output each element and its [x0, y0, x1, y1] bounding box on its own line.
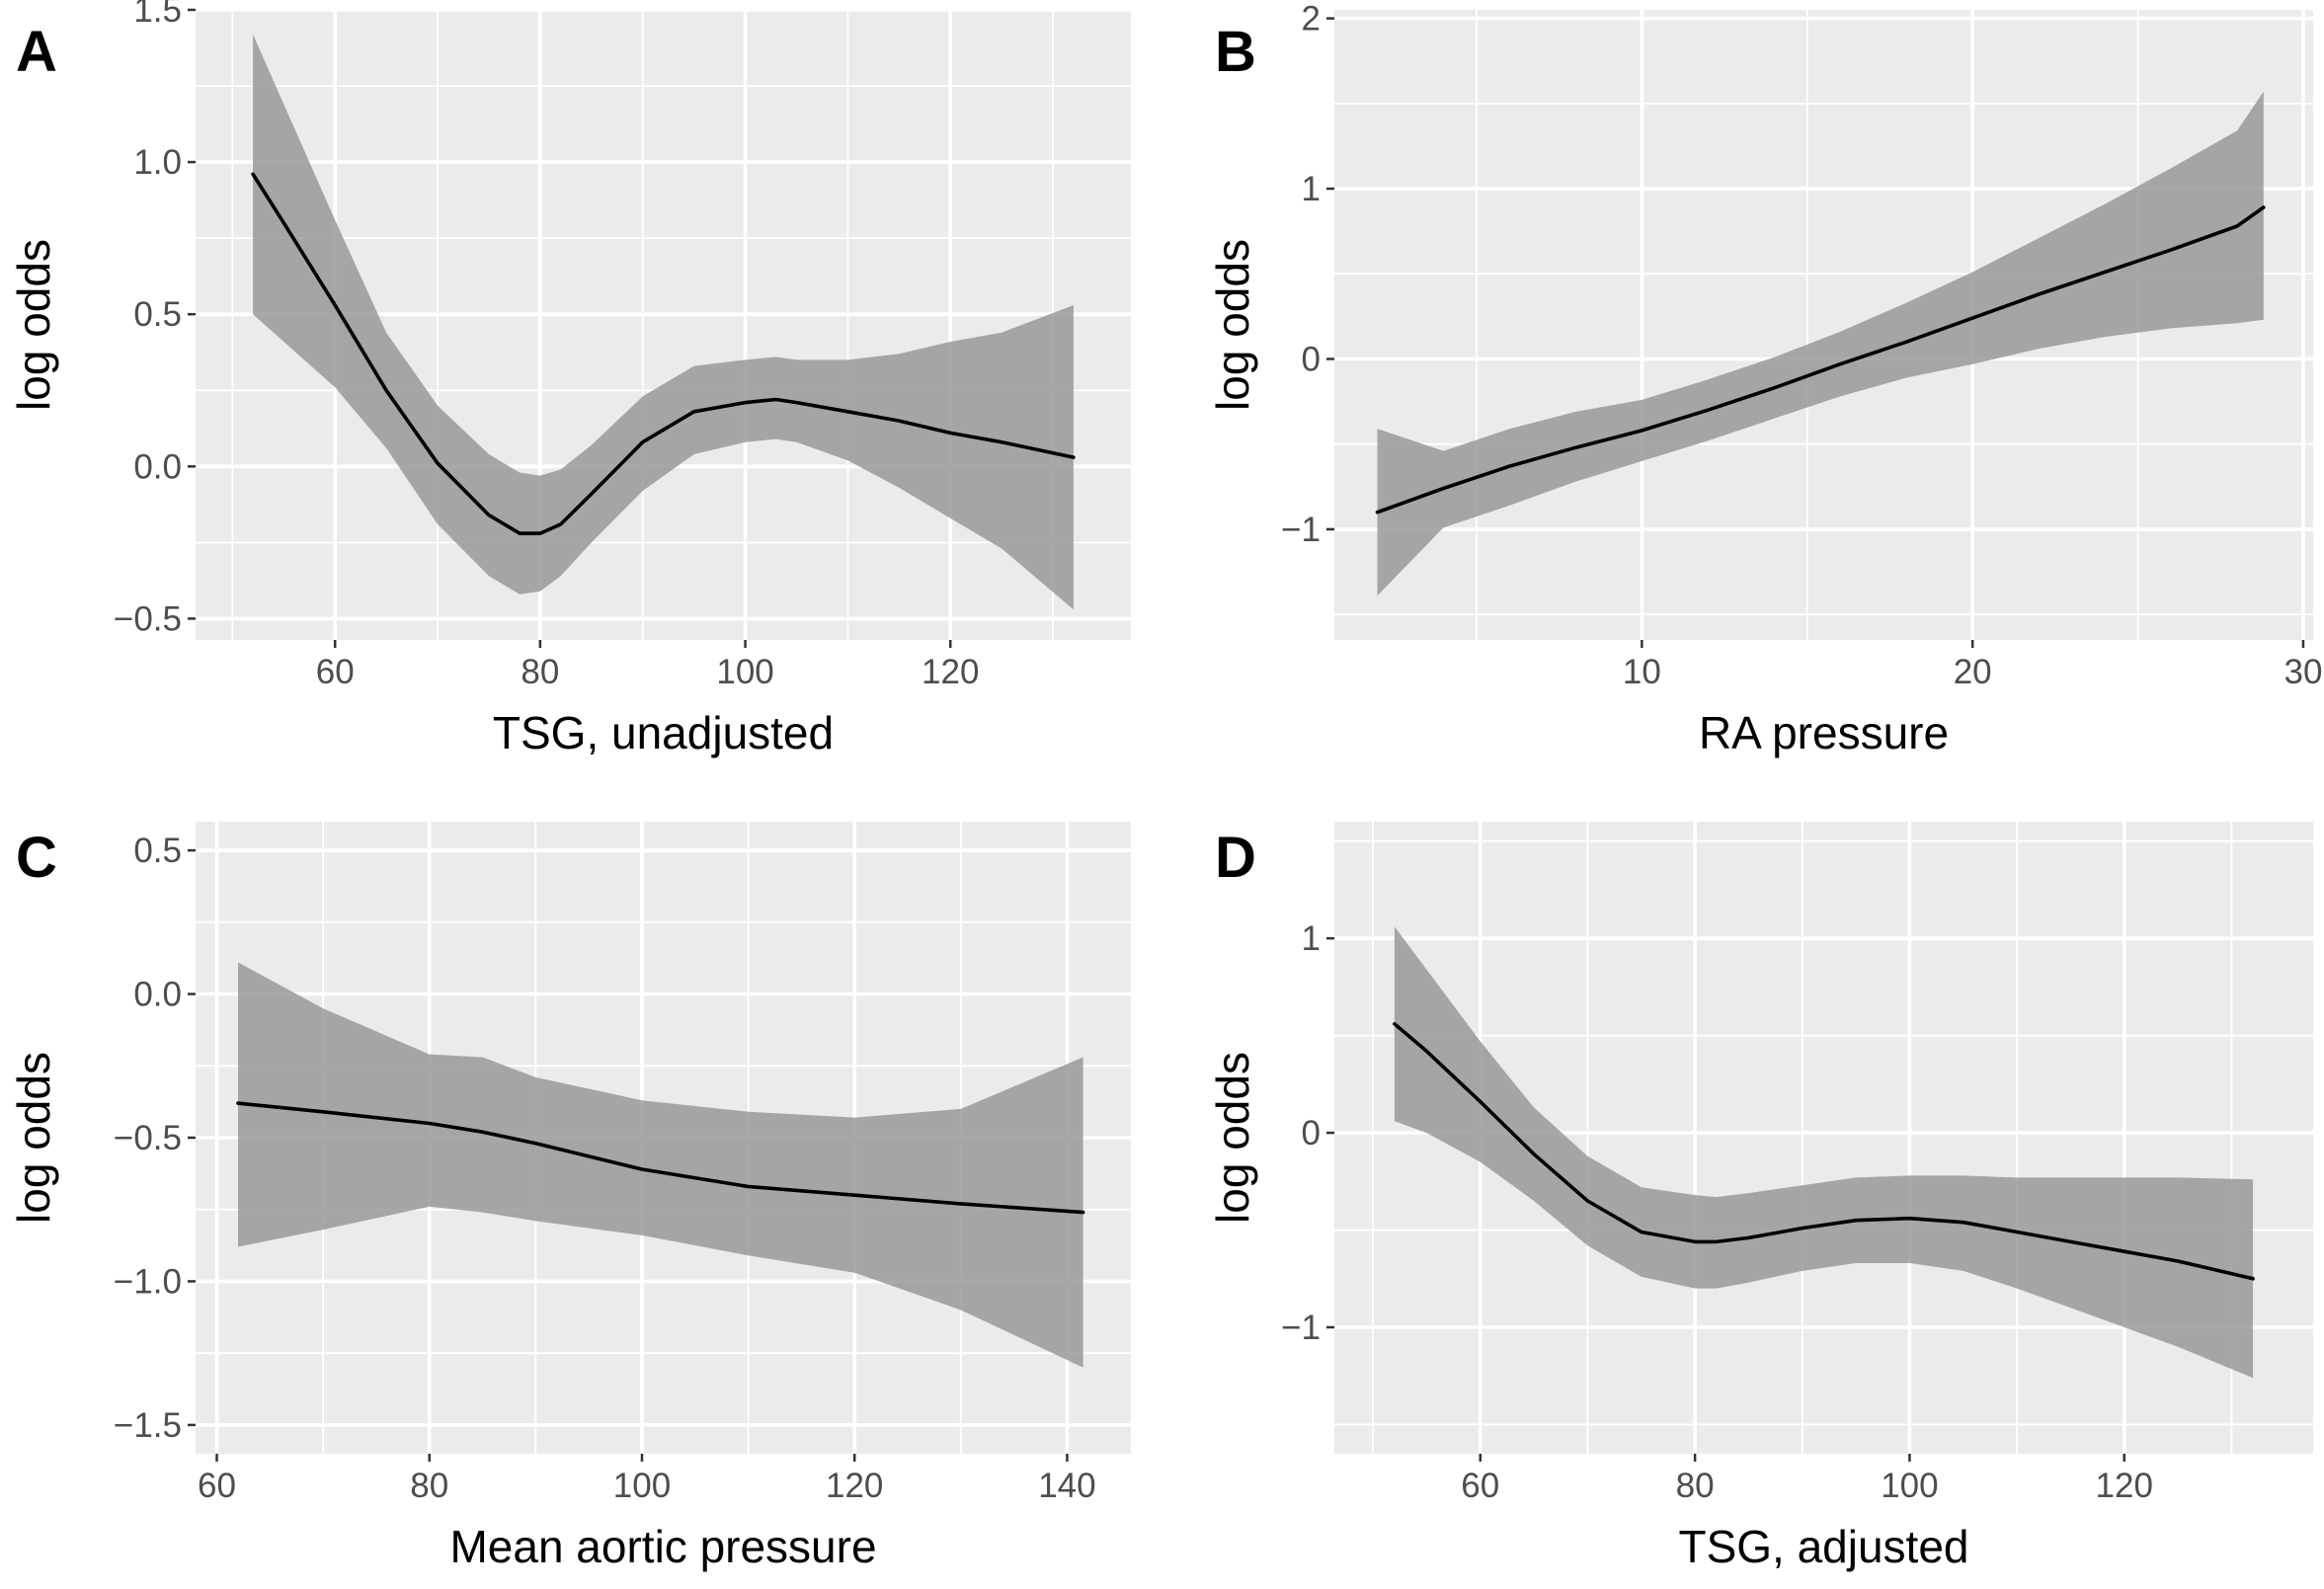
x-tick-label: 60	[1461, 1467, 1499, 1505]
x-tick-label: 60	[316, 653, 355, 691]
x-tick-label: 80	[410, 1467, 448, 1505]
confidence-band	[1394, 926, 2254, 1379]
y-axis-title: log odds	[1207, 1052, 1258, 1224]
x-tick-label: 10	[1623, 653, 1661, 691]
x-tick-label: 30	[2284, 653, 2322, 691]
y-axis-title: log odds	[8, 1052, 59, 1224]
y-tick-label: −1	[1281, 1309, 1321, 1347]
x-tick-label: 80	[521, 653, 559, 691]
x-axis-title: TSG, unadjusted	[493, 707, 834, 758]
y-tick-label: 1	[1302, 919, 1321, 958]
y-tick-label: 1	[1302, 170, 1321, 208]
x-tick-label: 100	[613, 1467, 671, 1505]
y-tick-label: 1.5	[133, 0, 182, 30]
x-axis-title: TSG, adjusted	[1678, 1521, 1968, 1572]
panel-label: C	[16, 826, 57, 890]
y-tick-label: 0.0	[133, 447, 182, 486]
y-tick-label: 0	[1302, 340, 1321, 378]
y-tick-label: −0.5	[114, 599, 182, 638]
x-tick-label: 60	[198, 1467, 236, 1505]
x-tick-label: 140	[1038, 1467, 1095, 1505]
x-tick-label: 120	[922, 653, 979, 691]
x-tick-label: 120	[826, 1467, 883, 1505]
y-tick-label: 0.5	[133, 832, 182, 870]
chart-panel-b: −1 0 1 2 10 20 30 RA pressure log odds B	[1207, 0, 2322, 758]
y-tick-label: 2	[1302, 0, 1321, 39]
fitted-line	[1393, 1022, 2255, 1281]
y-tick-label: 0.0	[133, 976, 182, 1014]
x-tick-label: 20	[1954, 653, 1992, 691]
panel-label: D	[1215, 826, 1256, 890]
panel-label: B	[1215, 20, 1256, 84]
y-tick-label: −1	[1281, 511, 1321, 549]
y-tick-label: −0.5	[114, 1119, 182, 1157]
x-axis-title: RA pressure	[1699, 707, 1949, 758]
panel-label: A	[16, 20, 57, 84]
y-tick-label: 0	[1302, 1114, 1321, 1152]
chart-panel-a: −0.5 0.0 0.5 1.0 1.5 60 80 100 120 TSG, unadjuste…	[8, 0, 1131, 758]
x-tick-label: 80	[1676, 1467, 1715, 1505]
chart-panel-c: −1.5 −1.0 −0.5 0.0 0.5 60 80 100 120 140 Mean aort…	[8, 822, 1131, 1572]
y-axis-title: log odds	[8, 239, 59, 411]
fitted-line	[236, 1101, 1085, 1215]
x-tick-label: 120	[2096, 1467, 2153, 1505]
y-tick-label: −1.5	[114, 1406, 182, 1445]
x-tick-label: 100	[1881, 1467, 1938, 1505]
fitted-line	[251, 172, 1076, 535]
y-tick-label: −1.0	[114, 1262, 182, 1301]
chart-panel-d: −1 0 1 60 80 100 120 TSG, adjusted log odds D	[1207, 822, 2313, 1572]
confidence-band	[253, 34, 1074, 610]
fitted-line	[1375, 205, 2266, 515]
confidence-band	[238, 962, 1083, 1368]
y-axis-title: log odds	[1207, 239, 1258, 411]
confidence-band	[1377, 91, 2264, 596]
y-tick-label: 1.0	[133, 143, 182, 182]
x-axis-title: Mean aortic pressure	[449, 1521, 876, 1572]
y-tick-label: 0.5	[133, 295, 182, 334]
x-tick-label: 100	[716, 653, 773, 691]
